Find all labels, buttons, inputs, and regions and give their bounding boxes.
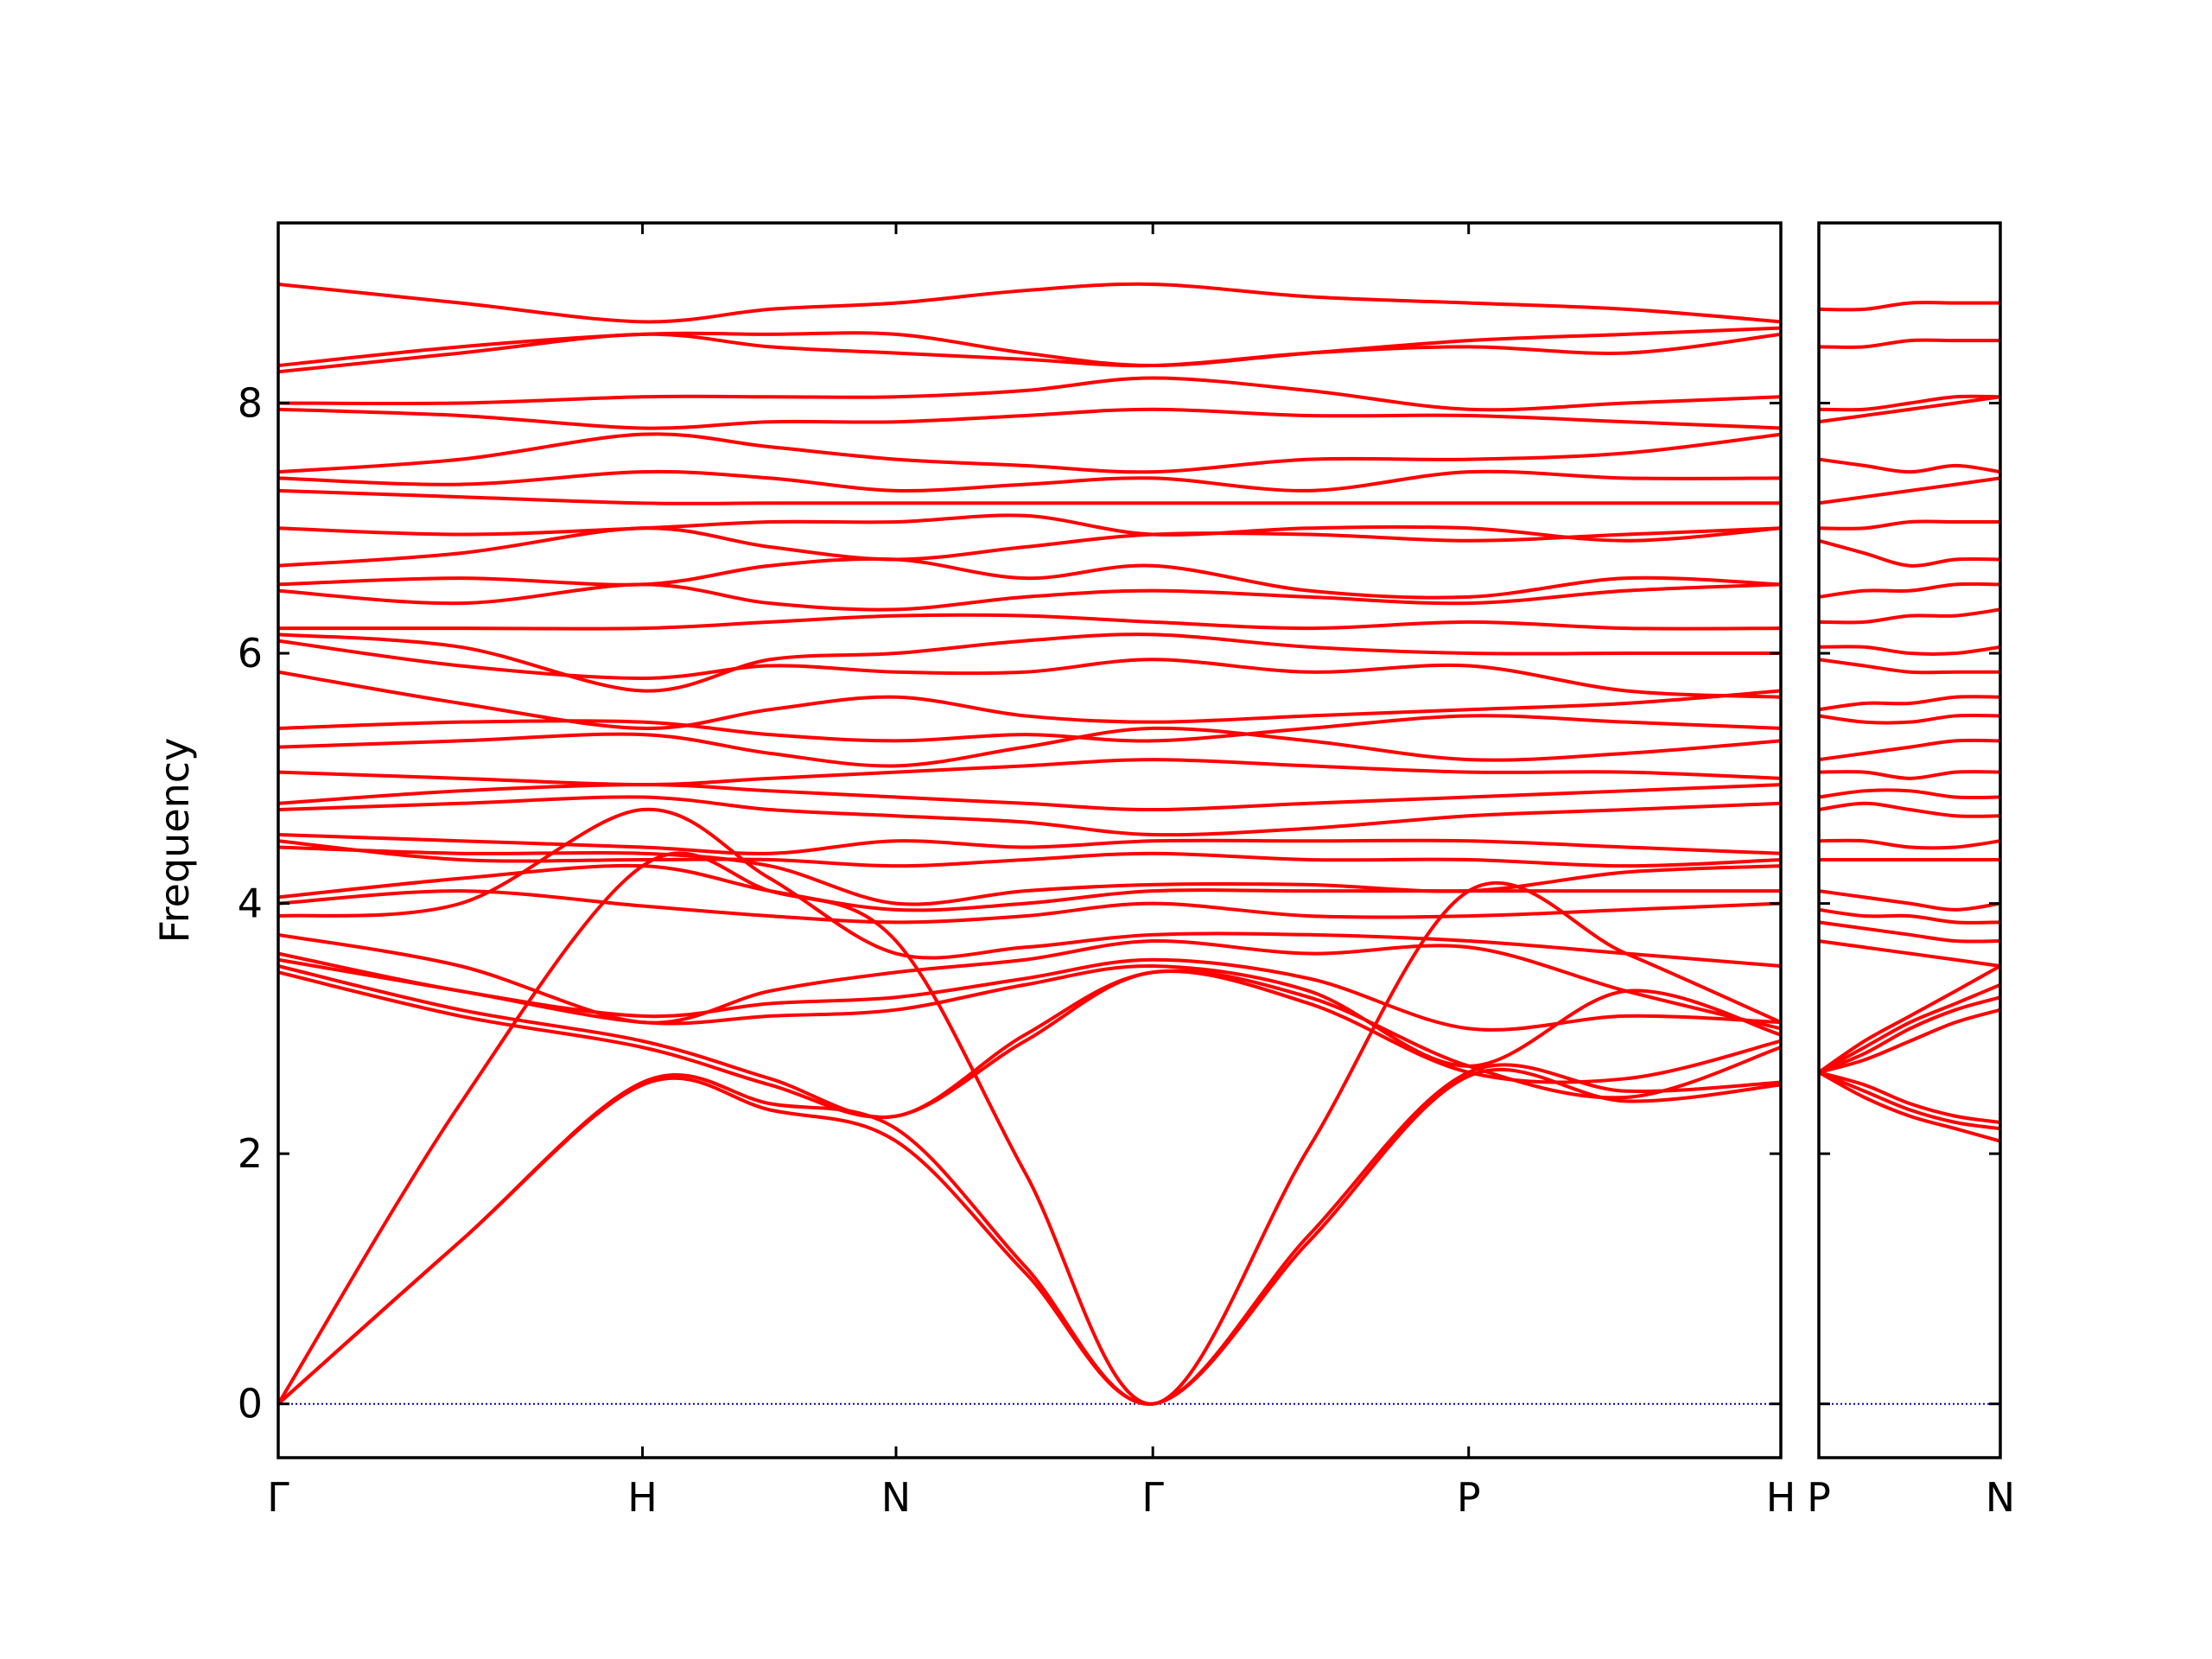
band-line: [278, 845, 1781, 906]
band-line: [278, 783, 1781, 812]
x-tick-label: Γ: [267, 1474, 289, 1521]
axes-frame: [276, 221, 1783, 1459]
x-tick-label: H: [627, 1474, 658, 1521]
x-tick-label: N: [881, 1474, 911, 1521]
band-line: [1819, 738, 2000, 762]
band-line: [1819, 1071, 2000, 1131]
band-line: [278, 632, 1781, 693]
band-line: [1819, 394, 2000, 412]
band-line: [1819, 838, 2000, 850]
band-line: [278, 526, 1781, 568]
band-line: [1819, 939, 2000, 968]
band-line: [278, 432, 1781, 474]
y-tick-label: 2: [238, 1130, 263, 1177]
band-line: [278, 326, 1781, 368]
band-line: [278, 889, 1781, 925]
band-line: [1819, 995, 2000, 1074]
band-line: [1819, 338, 2000, 349]
band-line: [278, 376, 1781, 412]
band-line: [1819, 457, 2000, 474]
band-line: [278, 670, 1781, 730]
y-tick-label: 0: [238, 1381, 263, 1427]
y-axis-label: Frequency: [151, 738, 198, 944]
band-line: [278, 726, 1781, 768]
band-line: [278, 758, 1781, 787]
band-line: [278, 282, 1781, 324]
band-line: [1819, 907, 2000, 925]
band-line: [1819, 395, 2000, 424]
band-line: [1819, 1071, 2000, 1143]
band-line: [278, 957, 1781, 1068]
band-line: [1819, 301, 2000, 312]
band-line: [278, 964, 1781, 1119]
x-tick-label: P: [1457, 1474, 1481, 1521]
y-tick-label: 8: [238, 379, 263, 426]
band-line: [278, 795, 1781, 837]
band-line: [1819, 582, 2000, 599]
band-line: [1819, 920, 2000, 944]
band-line: [1819, 695, 2000, 712]
band-line: [278, 832, 1781, 855]
y-tick-label: 6: [238, 630, 263, 677]
band-line: [1819, 982, 2000, 1074]
band-line: [1819, 801, 2000, 818]
plot-area: [278, 282, 1781, 1406]
axes-frame: [1817, 221, 2002, 1459]
band-line: [1819, 788, 2000, 800]
band-line: [278, 582, 1781, 612]
band-line: [278, 932, 1781, 1031]
band-line: [1819, 476, 2000, 505]
band-line: [1819, 645, 2000, 656]
band-line: [1819, 1071, 2000, 1124]
band-line: [1819, 713, 2000, 725]
band-line: [1819, 964, 2000, 1074]
band-line: [1819, 658, 2000, 675]
plot-area: [1819, 301, 2000, 1405]
band-line: [1819, 519, 2000, 531]
band-line: [1819, 607, 2000, 625]
band-line: [278, 513, 1781, 543]
band-line: [278, 951, 1781, 1032]
band-line: [278, 556, 1781, 600]
band-line: [1819, 538, 2000, 568]
x-tick-label: N: [1986, 1474, 2015, 1521]
band-line: [1819, 889, 2000, 912]
band-line: [278, 407, 1781, 430]
x-tick-label: Γ: [1141, 1474, 1164, 1521]
band-line: [278, 863, 1781, 912]
x-tick-label: P: [1807, 1474, 1831, 1521]
band-line: [278, 332, 1781, 374]
band-line: [278, 839, 1781, 868]
band-line: [278, 613, 1781, 631]
band-line: [278, 1063, 1781, 1406]
band-line: [278, 851, 1781, 1406]
band-line: [278, 469, 1781, 493]
band-line: [1819, 770, 2000, 780]
band-line: [1819, 1007, 2000, 1074]
x-tick-label: H: [1766, 1474, 1796, 1521]
band-line: [278, 488, 1781, 505]
y-tick-label: 4: [238, 880, 263, 927]
